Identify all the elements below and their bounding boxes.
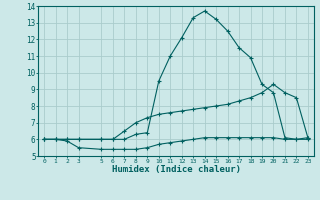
X-axis label: Humidex (Indice chaleur): Humidex (Indice chaleur) (111, 165, 241, 174)
